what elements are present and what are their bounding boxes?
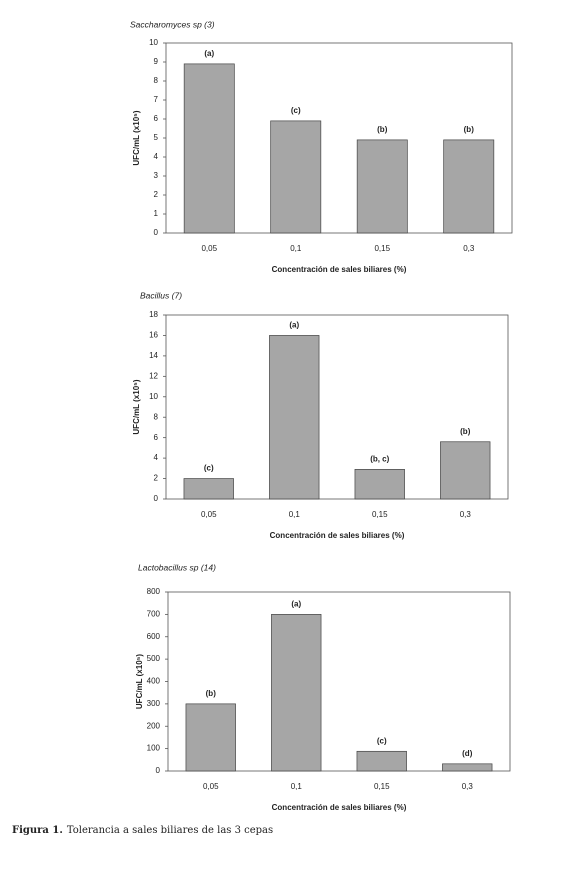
y-tick-label: 4 xyxy=(154,152,159,161)
bar-annotation: (a) xyxy=(289,321,299,330)
y-axis-title: UFC/mL (x10⁵) xyxy=(132,379,141,435)
y-tick-label: 6 xyxy=(154,433,159,442)
plot-frame xyxy=(165,314,509,500)
bar-annotation: (c) xyxy=(291,106,301,115)
y-tick-label: 6 xyxy=(154,114,159,123)
y-tick-label: 12 xyxy=(149,371,158,380)
x-tick-label: 0,1 xyxy=(291,782,303,791)
bar xyxy=(354,469,405,500)
x-tick-label: 0,15 xyxy=(374,244,390,253)
bar xyxy=(183,478,234,500)
y-tick-label: 10 xyxy=(149,392,158,401)
y-tick-label: 800 xyxy=(147,587,161,596)
bar xyxy=(440,441,491,500)
bar-annotation: (c) xyxy=(204,464,214,473)
bar xyxy=(443,139,495,234)
x-axis-title: Concentración de sales biliares (%) xyxy=(270,531,405,540)
bar-annotation: (a) xyxy=(291,599,301,608)
y-tick-label: 18 xyxy=(149,310,158,319)
x-tick-label: 0,3 xyxy=(462,782,474,791)
bar xyxy=(270,120,322,234)
y-axis-title: UFC/mL (x10⁵) xyxy=(132,110,141,166)
figure: Saccharomyces sp (3)012345678910(a)0,05(… xyxy=(130,19,513,812)
y-tick-label: 3 xyxy=(154,171,159,180)
bar-annotation: (a) xyxy=(204,49,214,58)
x-tick-label: 0,05 xyxy=(201,510,217,519)
y-tick-label: 300 xyxy=(147,699,161,708)
chart-title: Bacillus (7) xyxy=(140,290,182,300)
x-axis-title: Concentración de sales biliares (%) xyxy=(272,803,407,812)
bar-annotation: (b) xyxy=(377,125,388,134)
x-tick-label: 0,15 xyxy=(372,510,388,519)
y-tick-label: 4 xyxy=(154,453,159,462)
x-tick-label: 0,1 xyxy=(290,244,302,253)
bar-annotation: (b, c) xyxy=(370,454,389,463)
y-tick-label: 400 xyxy=(147,677,161,686)
y-tick-label: 500 xyxy=(147,654,161,663)
caption: Figura 1. Tolerancia a sales biliares de … xyxy=(12,825,273,836)
y-axis-title: UFC/mL (x10⁵) xyxy=(135,654,144,710)
caption-text: Tolerancia a sales biliares de las 3 cep… xyxy=(66,825,274,836)
bar-annotation: (d) xyxy=(462,749,473,758)
y-tick-label: 100 xyxy=(147,744,161,753)
bar xyxy=(356,750,407,772)
x-tick-label: 0,3 xyxy=(460,510,472,519)
y-tick-label: 14 xyxy=(149,351,158,360)
y-tick-label: 5 xyxy=(154,133,159,142)
y-tick-label: 8 xyxy=(154,76,159,85)
y-tick-label: 200 xyxy=(147,721,161,730)
y-tick-label: 8 xyxy=(154,412,159,421)
y-tick-label: 9 xyxy=(154,57,159,66)
caption-label: Figura 1. xyxy=(12,825,63,836)
x-tick-label: 0,05 xyxy=(203,782,219,791)
x-tick-label: 0,05 xyxy=(201,244,217,253)
y-tick-label: 0 xyxy=(154,494,159,503)
bar xyxy=(183,63,235,234)
bar xyxy=(442,763,493,772)
bar-annotation: (c) xyxy=(377,736,387,745)
bar-annotation: (b) xyxy=(206,689,217,698)
y-tick-label: 1 xyxy=(154,209,159,218)
x-tick-label: 0,1 xyxy=(289,510,301,519)
bar xyxy=(269,335,320,500)
y-tick-label: 10 xyxy=(149,38,158,47)
y-tick-label: 0 xyxy=(154,228,159,237)
y-tick-label: 7 xyxy=(154,95,159,104)
x-tick-label: 0,15 xyxy=(374,782,390,791)
y-tick-label: 2 xyxy=(154,190,159,199)
y-tick-label: 0 xyxy=(156,766,161,775)
y-tick-label: 16 xyxy=(149,331,158,340)
bar xyxy=(356,139,408,234)
x-tick-label: 0,3 xyxy=(463,244,475,253)
chart-title: Saccharomyces sp (3) xyxy=(130,19,215,29)
x-axis-title: Concentración de sales biliares (%) xyxy=(272,265,407,274)
bar-annotation: (b) xyxy=(460,427,471,436)
y-tick-label: 2 xyxy=(154,474,159,483)
bar xyxy=(271,614,322,772)
y-tick-label: 700 xyxy=(147,609,161,618)
chart-title: Lactobacillus sp (14) xyxy=(138,562,216,572)
y-tick-label: 600 xyxy=(147,632,161,641)
bar xyxy=(185,703,236,772)
bar-annotation: (b) xyxy=(464,125,475,134)
